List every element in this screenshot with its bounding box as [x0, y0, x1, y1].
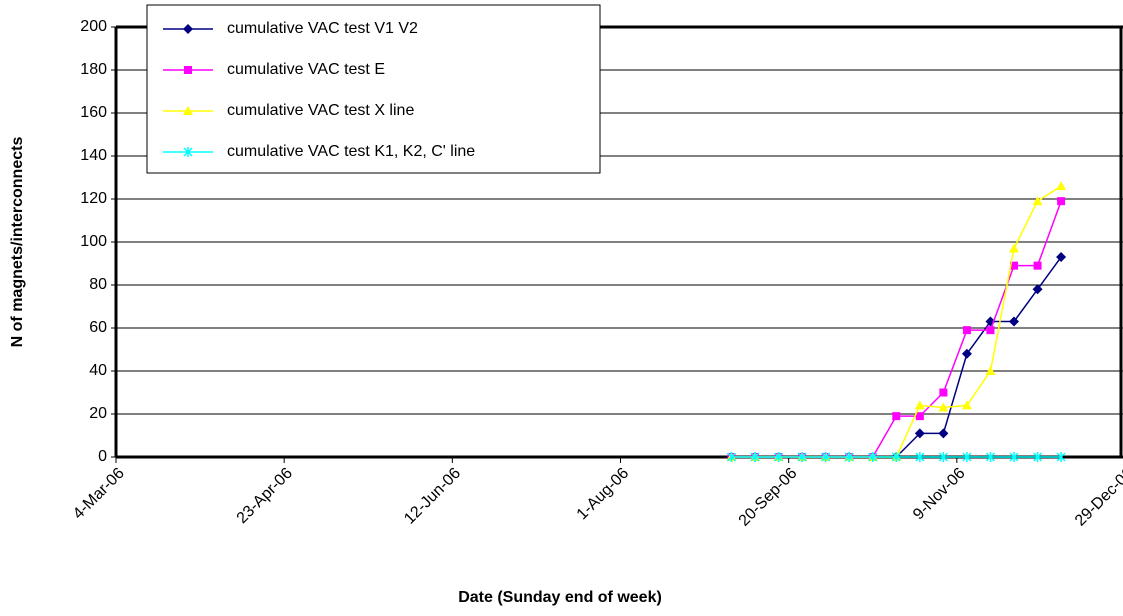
marker — [938, 402, 949, 412]
x-tick-label: 1-Aug-06 — [574, 465, 633, 524]
y-tick-label: 120 — [80, 190, 107, 207]
marker — [938, 452, 948, 462]
y-tick-label: 20 — [89, 405, 107, 422]
marker — [938, 428, 949, 439]
marker — [183, 24, 193, 34]
marker — [1056, 452, 1066, 462]
marker — [914, 428, 925, 439]
legend: cumulative VAC test V1 V2 cumulative VAC … — [146, 4, 601, 174]
marker — [797, 452, 807, 462]
y-tick-label: 140 — [80, 147, 107, 164]
marker — [986, 326, 995, 335]
marker — [1057, 197, 1066, 206]
y-tick-label: 180 — [80, 61, 107, 78]
x-tick-label: 4-Mar-06 — [70, 465, 128, 523]
y-tick-label: 80 — [89, 276, 107, 293]
marker — [726, 452, 737, 462]
marker — [844, 452, 854, 462]
marker — [1033, 261, 1042, 270]
marker — [1032, 284, 1043, 295]
marker — [774, 452, 784, 462]
marker — [1033, 452, 1043, 462]
x-tick-label: 9-Nov-06 — [910, 465, 969, 524]
x-tick-label: 12-Jun-06 — [401, 465, 464, 528]
marker — [183, 106, 193, 115]
marker — [1056, 181, 1067, 191]
marker — [1009, 243, 1020, 253]
marker — [183, 147, 193, 157]
marker — [821, 452, 831, 462]
x-tick-label: 23-Apr-06 — [234, 465, 296, 527]
marker — [939, 388, 948, 397]
y-tick-label: 60 — [89, 319, 107, 336]
legend-label: cumulative VAC test X line — [227, 102, 414, 119]
y-axis-title: N of magnets/interconnects — [9, 137, 26, 348]
marker — [985, 366, 996, 375]
marker — [1009, 452, 1019, 462]
marker — [891, 452, 901, 462]
marker — [914, 400, 925, 410]
series-line — [731, 256, 1062, 458]
marker — [892, 412, 901, 421]
legend-box — [146, 4, 601, 174]
y-tick-label: 40 — [89, 362, 107, 379]
marker — [1009, 316, 1020, 327]
marker — [915, 412, 924, 421]
y-tick-label: 100 — [80, 233, 107, 250]
marker — [1056, 252, 1067, 263]
x-tick-label: 20-Sep-06 — [736, 465, 801, 530]
legend-label: cumulative VAC test K1, K2, C' line — [227, 143, 475, 160]
marker — [868, 452, 878, 462]
legend-label: cumulative VAC test V1 V2 — [227, 20, 418, 37]
marker — [1010, 261, 1019, 270]
marker — [961, 400, 972, 410]
marker — [962, 326, 971, 335]
y-tick-label: 0 — [98, 448, 107, 465]
legend-label: cumulative VAC test E — [227, 61, 385, 78]
y-tick-label: 200 — [80, 18, 107, 35]
marker — [915, 452, 925, 462]
marker — [1032, 196, 1043, 206]
x-axis-title: Date (Sunday end of week) — [458, 589, 662, 606]
marker — [962, 452, 972, 462]
marker — [750, 452, 760, 462]
marker — [184, 66, 192, 74]
marker — [961, 348, 972, 359]
y-tick-label: 160 — [80, 104, 107, 121]
x-tick-label: 29-Dec-06 — [1072, 465, 1123, 530]
marker — [985, 452, 995, 462]
